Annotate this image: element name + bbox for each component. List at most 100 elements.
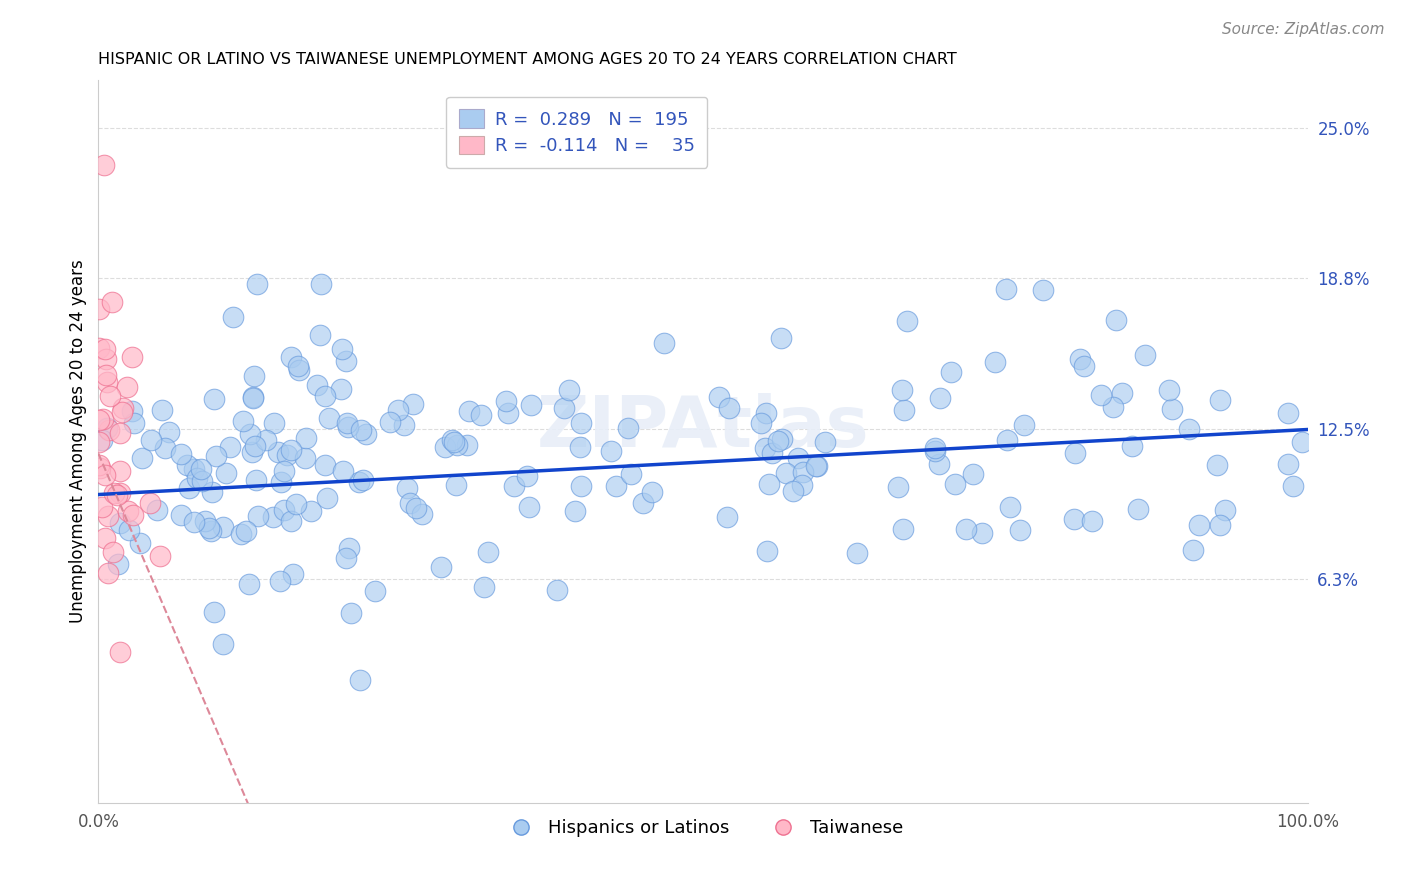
Point	[201, 484, 224, 499]
Point	[309, 277, 332, 292]
Point	[553, 401, 575, 415]
Point	[330, 342, 353, 356]
Point	[1209, 393, 1232, 408]
Point	[108, 516, 131, 530]
Point	[262, 510, 284, 524]
Point	[707, 390, 730, 404]
Point	[441, 434, 464, 448]
Point	[179, 481, 201, 495]
Point	[246, 277, 269, 291]
Point	[349, 673, 371, 687]
Point	[122, 508, 145, 523]
Point	[266, 445, 288, 459]
Point	[276, 448, 298, 462]
Point	[314, 388, 336, 402]
Point	[458, 404, 481, 418]
Point	[1126, 502, 1149, 516]
Point	[1209, 518, 1232, 533]
Point	[349, 475, 371, 489]
Point	[924, 444, 946, 458]
Point	[443, 435, 465, 450]
Point	[194, 514, 217, 528]
Point	[246, 509, 269, 524]
Point	[98, 388, 121, 402]
Point	[285, 497, 308, 511]
Point	[218, 440, 240, 454]
Point	[202, 606, 225, 620]
Point	[402, 397, 425, 411]
Point	[242, 391, 264, 405]
Point	[984, 354, 1007, 368]
Point	[238, 577, 260, 591]
Point	[139, 433, 162, 447]
Text: HISPANIC OR LATINO VS TAIWANESE UNEMPLOYMENT AMONG AGES 20 TO 24 YEARS CORRELATI: HISPANIC OR LATINO VS TAIWANESE UNEMPLOY…	[98, 52, 957, 67]
Point	[1073, 359, 1095, 374]
Y-axis label: Unemployment Among Ages 20 to 24 years: Unemployment Among Ages 20 to 24 years	[69, 260, 87, 624]
Point	[96, 375, 118, 389]
Point	[758, 476, 780, 491]
Point	[378, 415, 401, 429]
Point	[240, 445, 263, 459]
Point	[131, 451, 153, 466]
Point	[887, 480, 910, 494]
Point	[212, 520, 235, 534]
Point	[146, 503, 169, 517]
Point	[444, 478, 467, 492]
Point	[564, 504, 586, 518]
Point	[115, 380, 138, 394]
Point	[270, 475, 292, 490]
Point	[121, 351, 143, 365]
Point	[1064, 446, 1087, 460]
Point	[340, 606, 363, 620]
Point	[339, 541, 361, 555]
Point	[153, 441, 176, 455]
Point	[787, 451, 810, 466]
Point	[309, 327, 332, 342]
Point	[295, 431, 318, 445]
Point	[456, 437, 478, 451]
Point	[1135, 348, 1157, 362]
Point	[98, 423, 121, 437]
Point	[770, 432, 793, 446]
Point	[336, 420, 359, 434]
Point	[335, 551, 357, 566]
Point	[804, 458, 827, 473]
Point	[97, 508, 120, 523]
Point	[280, 350, 302, 364]
Point	[546, 582, 568, 597]
Point	[792, 466, 814, 480]
Text: ZIPAtlas: ZIPAtlas	[537, 392, 869, 461]
Point	[332, 463, 354, 477]
Point	[91, 411, 114, 425]
Point	[472, 580, 495, 594]
Point	[1157, 384, 1180, 398]
Point	[183, 515, 205, 529]
Point	[108, 486, 131, 500]
Point	[316, 491, 339, 506]
Point	[496, 406, 519, 420]
Point	[405, 501, 427, 516]
Point	[1080, 514, 1102, 528]
Point	[1277, 457, 1299, 471]
Point	[568, 440, 591, 454]
Point	[955, 523, 977, 537]
Point	[222, 310, 245, 324]
Point	[1187, 518, 1209, 533]
Point	[157, 425, 180, 439]
Point	[1282, 479, 1305, 493]
Point	[211, 637, 233, 651]
Point	[191, 474, 214, 488]
Point	[569, 416, 592, 430]
Point	[557, 384, 579, 398]
Point	[928, 457, 950, 471]
Point	[110, 645, 132, 659]
Point	[202, 392, 225, 407]
Point	[896, 313, 918, 327]
Point	[652, 335, 675, 350]
Point	[998, 500, 1021, 514]
Point	[1063, 512, 1085, 526]
Point	[617, 421, 640, 435]
Point	[87, 458, 110, 472]
Point	[176, 458, 198, 473]
Point	[105, 488, 128, 502]
